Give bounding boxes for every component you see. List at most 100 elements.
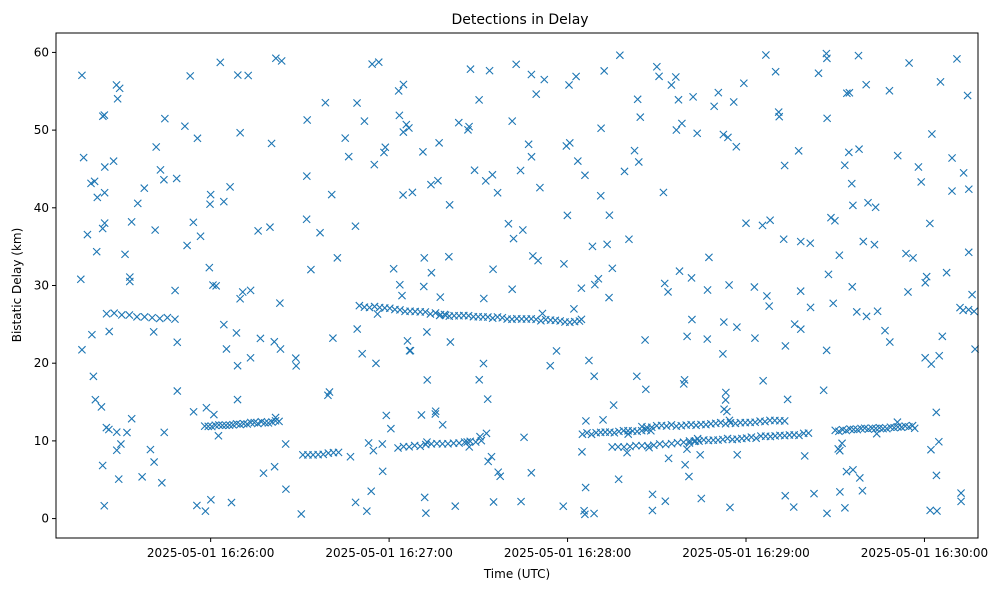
detection-marker <box>271 413 280 422</box>
detection-marker <box>774 108 783 117</box>
detection-marker <box>77 71 86 80</box>
detection-marker <box>297 509 306 518</box>
detection-marker <box>682 445 691 454</box>
detection-marker <box>378 467 387 476</box>
detection-marker <box>759 376 768 385</box>
detection-marker <box>921 278 930 287</box>
detection-marker <box>433 176 442 185</box>
detection-marker <box>546 361 555 370</box>
detection-marker <box>422 327 431 336</box>
detection-marker <box>236 294 245 303</box>
detection-marker <box>636 113 645 122</box>
detection-marker <box>479 294 488 303</box>
detection-marker <box>632 372 641 381</box>
detection-marker <box>766 216 775 225</box>
detection-marker <box>200 422 209 431</box>
detection-marker <box>156 165 165 174</box>
detection-marker <box>789 503 798 512</box>
detection-marker <box>256 334 265 343</box>
detection-marker <box>719 318 728 327</box>
detection-marker <box>344 152 353 161</box>
detection-marker <box>381 143 390 152</box>
detection-marker <box>254 226 263 235</box>
detection-marker <box>893 151 902 160</box>
detection-marker <box>783 395 792 404</box>
detection-marker <box>494 468 503 477</box>
detection-marker <box>914 163 923 171</box>
detection-marker <box>844 148 853 157</box>
detection-marker <box>160 114 169 123</box>
detection-marker <box>421 509 430 518</box>
detection-marker <box>232 328 241 337</box>
detection-marker <box>722 407 731 416</box>
detection-marker <box>780 161 789 170</box>
detection-marker <box>968 290 977 299</box>
detection-marker <box>600 66 609 75</box>
detection-marker <box>334 448 343 457</box>
detection-marker <box>205 263 214 272</box>
detection-marker <box>527 468 536 477</box>
detection-marker <box>904 287 912 296</box>
detection-marker <box>858 486 867 495</box>
detection-marker <box>155 314 164 323</box>
detection-marker <box>614 475 623 484</box>
detection-marker <box>552 346 561 355</box>
detection-marker <box>121 250 130 259</box>
detection-marker <box>957 489 966 498</box>
detection-marker <box>319 450 328 459</box>
detection-marker <box>206 190 215 199</box>
detection-marker <box>374 58 383 67</box>
detection-marker <box>87 330 96 339</box>
detection-marker <box>563 211 572 220</box>
detection-marker <box>186 71 195 80</box>
detection-marker <box>110 309 119 318</box>
detection-marker <box>609 401 618 410</box>
detection-marker <box>327 190 336 199</box>
detection-marker <box>864 198 873 207</box>
detection-marker <box>696 450 705 459</box>
detection-marker <box>596 191 605 200</box>
detection-marker <box>233 395 242 404</box>
detection-marker <box>524 140 533 149</box>
detection-marker <box>265 223 274 232</box>
detection-marker <box>687 315 696 324</box>
y-axis: 0 10 20 30 40 50 60 <box>34 45 56 526</box>
detection-marker <box>648 490 657 499</box>
detection-marker <box>489 265 498 274</box>
detection-marker <box>540 75 549 84</box>
detection-marker <box>762 292 771 301</box>
detection-marker <box>399 190 408 199</box>
detection-marker <box>855 145 864 154</box>
detection-marker <box>739 79 748 88</box>
detection-marker <box>697 494 706 503</box>
detection-marker <box>398 291 406 300</box>
detection-marker <box>796 237 805 246</box>
detection-marker <box>794 146 803 155</box>
detection-marker <box>328 334 337 343</box>
detection-marker <box>239 419 248 428</box>
detection-marker <box>91 395 100 404</box>
detection-marker <box>399 128 408 137</box>
detection-marker <box>687 273 696 282</box>
detection-marker <box>341 134 350 143</box>
detection-marker <box>196 232 205 241</box>
detection-marker <box>189 218 198 227</box>
detection-marker <box>732 142 741 151</box>
detection-marker <box>721 388 730 397</box>
detection-marker <box>565 80 574 89</box>
detection-marker <box>403 336 412 345</box>
detection-marker <box>664 287 673 296</box>
detection-marker <box>483 395 492 404</box>
y-tick-label: 50 <box>34 123 49 137</box>
detection-marker <box>661 497 670 506</box>
x-tick-label: 2025-05-01 16:28:00 <box>504 546 631 560</box>
detection-marker <box>488 314 497 323</box>
detection-marker <box>209 410 218 419</box>
detection-marker <box>664 454 673 463</box>
detection-marker <box>193 134 202 143</box>
detection-marker <box>719 130 728 139</box>
detection-marker <box>742 434 751 443</box>
detection-marker <box>93 193 102 202</box>
detection-marker <box>109 157 118 166</box>
